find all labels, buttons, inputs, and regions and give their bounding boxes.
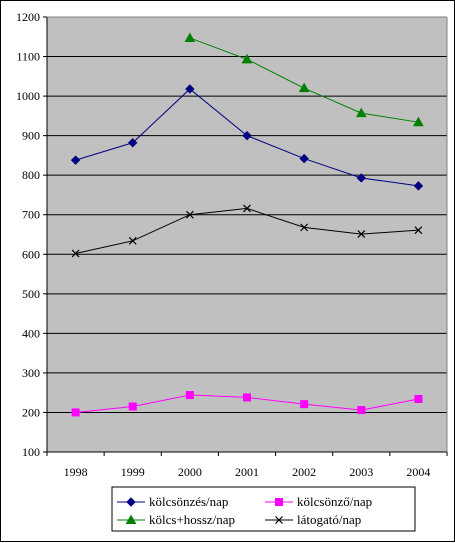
diamond-marker [185, 84, 195, 94]
x-marker-stroke [275, 516, 283, 524]
diamond-marker [128, 138, 138, 148]
square-marker [357, 406, 366, 415]
y-tick-label: 400 [22, 326, 40, 340]
y-axis-ticks: 100 200 300 400 500 600 700 800 900 1000 1100 1200 [16, 10, 47, 459]
triangle-marker [355, 107, 367, 118]
y-tick-label: 200 [22, 405, 40, 419]
square-marker [243, 393, 251, 402]
legend: kölcsönzés/nap kölcsönző/nap kölcs+hossz/n… [111, 486, 416, 532]
series-0 [70, 84, 424, 191]
legend-item: kölcsönzés/nap [117, 494, 228, 509]
legend-label: kölcs+hossz/nap [149, 512, 235, 527]
series-2 [184, 32, 424, 127]
x-marker-stroke [300, 223, 309, 232]
legend-label: kölcsönzés/nap [149, 494, 228, 509]
diamond-marker [356, 173, 366, 183]
x-tick-label: 2003 [349, 465, 373, 479]
diamond-marker [299, 153, 309, 164]
diamond-marker [126, 497, 136, 507]
x-tick-label: 2000 [178, 465, 202, 479]
x-marker-stroke [414, 226, 423, 235]
y-tick-label: 1000 [16, 89, 40, 103]
x-tick-label: 2001 [235, 465, 259, 479]
square-marker [71, 408, 80, 417]
triangle-marker [125, 514, 137, 524]
legend-item: látogató/nap [265, 512, 361, 527]
x-marker-stroke [128, 236, 137, 245]
series-3 [71, 204, 423, 258]
triangle-marker [413, 116, 424, 127]
x-marker [243, 204, 251, 213]
y-tick-label: 300 [22, 366, 40, 380]
y-tick-label: 600 [22, 247, 40, 261]
triangle-marker [298, 82, 310, 93]
square-marker [275, 498, 283, 506]
x-marker [275, 516, 283, 524]
legend-label: látogató/nap [297, 512, 361, 527]
x-marker-stroke [357, 230, 366, 239]
legend-item: kölcsönző/nap [265, 494, 372, 509]
x-marker [185, 210, 194, 219]
x-tick-label: 2002 [292, 465, 316, 479]
y-tick-label: 800 [22, 168, 40, 182]
x-marker-stroke [185, 210, 194, 219]
axes [46, 16, 448, 453]
plot-area [47, 17, 447, 452]
square-marker [414, 395, 423, 404]
triangle-marker [184, 32, 196, 42]
y-tick-label: 500 [22, 287, 40, 301]
x-marker [300, 223, 309, 232]
y-tick-label: 100 [22, 445, 40, 459]
series-group [70, 32, 424, 417]
x-tick-label: 1998 [64, 465, 88, 479]
x-tick-label: 2004 [406, 465, 430, 479]
x-axis-ticks: 1998 1999 2000 2001 2002 2003 2004 [46, 452, 448, 479]
square-marker [300, 400, 309, 409]
x-marker [414, 226, 423, 235]
triangle-marker [241, 53, 253, 64]
x-marker [71, 249, 80, 258]
x-marker-stroke [243, 204, 251, 213]
diamond-marker [70, 155, 81, 165]
y-tick-label: 1100 [16, 50, 40, 64]
square-marker [185, 391, 194, 400]
x-marker-stroke [71, 249, 80, 258]
y-tick-label: 700 [22, 208, 40, 222]
y-tick-label: 900 [22, 129, 40, 143]
legend-label: kölcsönző/nap [297, 494, 372, 509]
x-marker [357, 230, 366, 239]
series-1 [71, 391, 423, 417]
square-marker [128, 402, 137, 411]
diamond-marker [413, 181, 424, 191]
legend-item: kölcs+hossz/nap [117, 512, 235, 527]
y-tick-label: 1200 [16, 10, 40, 24]
x-tick-label: 1999 [121, 465, 145, 479]
diamond-marker [242, 130, 252, 141]
legend-box [111, 486, 416, 532]
x-marker [128, 236, 137, 245]
